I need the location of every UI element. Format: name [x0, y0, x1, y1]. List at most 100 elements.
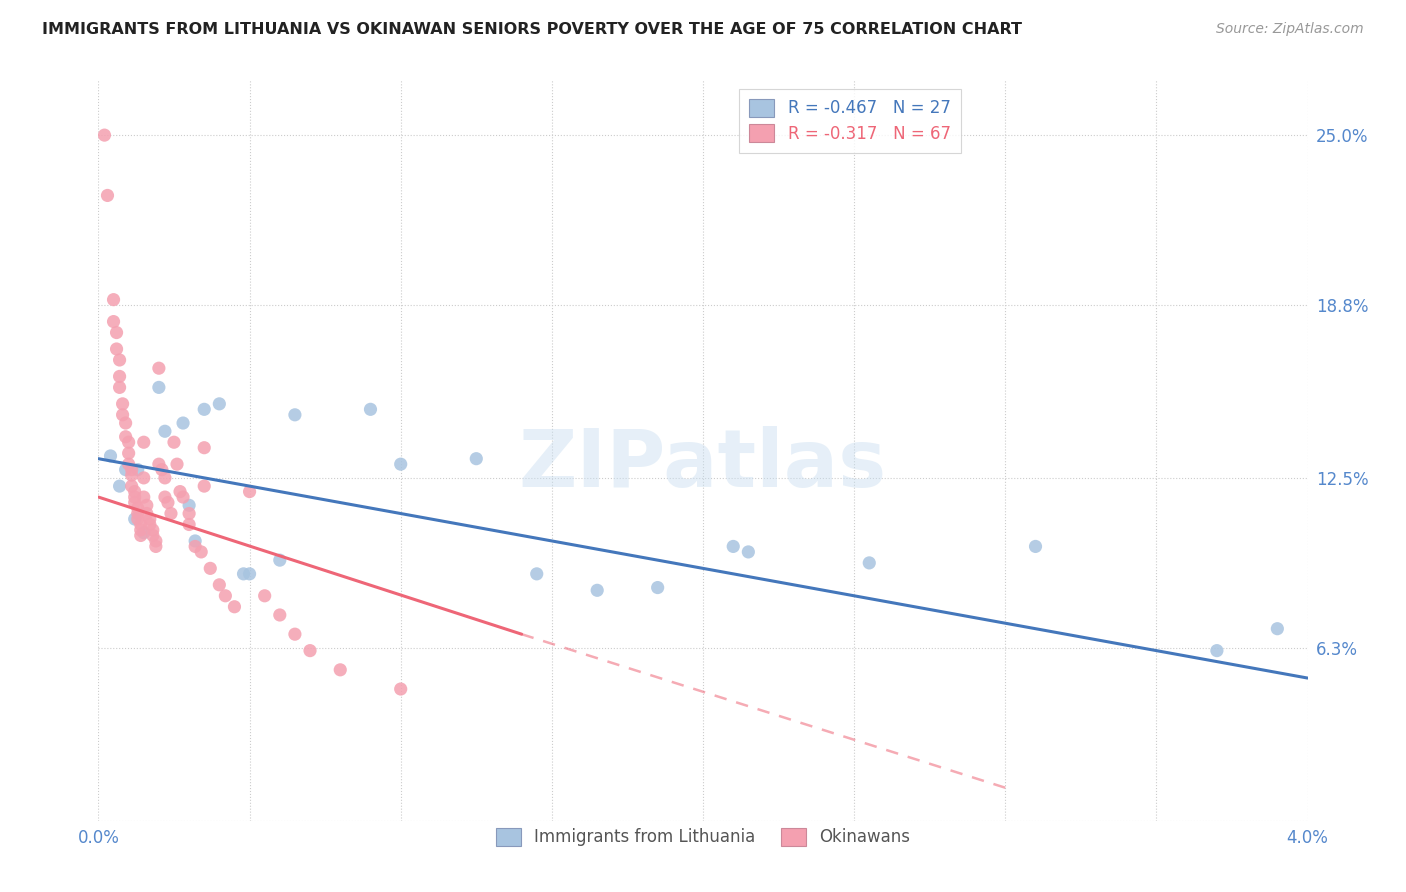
Point	[127, 512, 149, 526]
Point	[145, 540, 167, 554]
Point	[172, 416, 194, 430]
Point	[208, 578, 231, 592]
Point	[135, 498, 157, 512]
Point	[114, 463, 136, 477]
Point	[129, 523, 152, 537]
Point	[166, 457, 188, 471]
Point	[329, 663, 352, 677]
Point	[1206, 643, 1229, 657]
Point	[737, 545, 759, 559]
Point	[190, 545, 212, 559]
Legend: Immigrants from Lithuania, Okinawans: Immigrants from Lithuania, Okinawans	[489, 821, 917, 853]
Point	[108, 369, 131, 384]
Point	[105, 342, 128, 356]
Point	[124, 512, 146, 526]
Point	[239, 566, 262, 581]
Point	[284, 408, 307, 422]
Point	[465, 451, 488, 466]
Point	[269, 607, 291, 622]
Point	[150, 463, 173, 477]
Point	[214, 589, 236, 603]
Point	[108, 353, 131, 368]
Text: ZIPatlas: ZIPatlas	[519, 426, 887, 504]
Point	[121, 468, 143, 483]
Point	[156, 495, 179, 509]
Point	[160, 507, 183, 521]
Point	[111, 397, 134, 411]
Point	[114, 416, 136, 430]
Point	[858, 556, 880, 570]
Point	[108, 479, 131, 493]
Point	[299, 643, 322, 657]
Point	[103, 293, 125, 307]
Point	[172, 490, 194, 504]
Point	[148, 457, 170, 471]
Point	[142, 528, 165, 542]
Point	[169, 484, 191, 499]
Point	[124, 495, 146, 509]
Point	[723, 540, 745, 554]
Point	[127, 507, 149, 521]
Point	[96, 188, 118, 202]
Point	[179, 507, 201, 521]
Point	[118, 435, 141, 450]
Point	[105, 326, 128, 340]
Point	[118, 457, 141, 471]
Point	[108, 380, 131, 394]
Point	[269, 553, 291, 567]
Point	[184, 540, 207, 554]
Point	[129, 517, 152, 532]
Point	[103, 315, 125, 329]
Point	[179, 517, 201, 532]
Point	[224, 599, 246, 614]
Point	[121, 463, 143, 477]
Point	[153, 471, 176, 485]
Point	[135, 507, 157, 521]
Point	[124, 484, 146, 499]
Point	[100, 449, 122, 463]
Point	[142, 523, 165, 537]
Point	[127, 463, 149, 477]
Point	[239, 484, 262, 499]
Point	[284, 627, 307, 641]
Point	[153, 424, 176, 438]
Point	[148, 380, 170, 394]
Point	[163, 435, 186, 450]
Point	[360, 402, 382, 417]
Point	[1267, 622, 1289, 636]
Point	[586, 583, 609, 598]
Point	[118, 446, 141, 460]
Point	[132, 435, 155, 450]
Point	[1025, 540, 1047, 554]
Point	[145, 533, 167, 548]
Point	[139, 512, 162, 526]
Point	[232, 566, 254, 581]
Point	[124, 490, 146, 504]
Point	[179, 498, 201, 512]
Point	[389, 457, 412, 471]
Point	[193, 441, 215, 455]
Point	[193, 402, 215, 417]
Point	[93, 128, 115, 142]
Point	[127, 501, 149, 516]
Point	[132, 490, 155, 504]
Point	[111, 408, 134, 422]
Point	[253, 589, 276, 603]
Point	[132, 471, 155, 485]
Point	[647, 581, 669, 595]
Point	[114, 430, 136, 444]
Point	[200, 561, 222, 575]
Point	[153, 490, 176, 504]
Point	[208, 397, 231, 411]
Point	[526, 566, 548, 581]
Text: IMMIGRANTS FROM LITHUANIA VS OKINAWAN SENIORS POVERTY OVER THE AGE OF 75 CORRELA: IMMIGRANTS FROM LITHUANIA VS OKINAWAN SE…	[42, 22, 1022, 37]
Point	[184, 533, 207, 548]
Point	[121, 479, 143, 493]
Point	[139, 517, 162, 532]
Point	[389, 681, 412, 696]
Text: Source: ZipAtlas.com: Source: ZipAtlas.com	[1216, 22, 1364, 37]
Point	[193, 479, 215, 493]
Point	[132, 525, 155, 540]
Point	[129, 528, 152, 542]
Point	[148, 361, 170, 376]
